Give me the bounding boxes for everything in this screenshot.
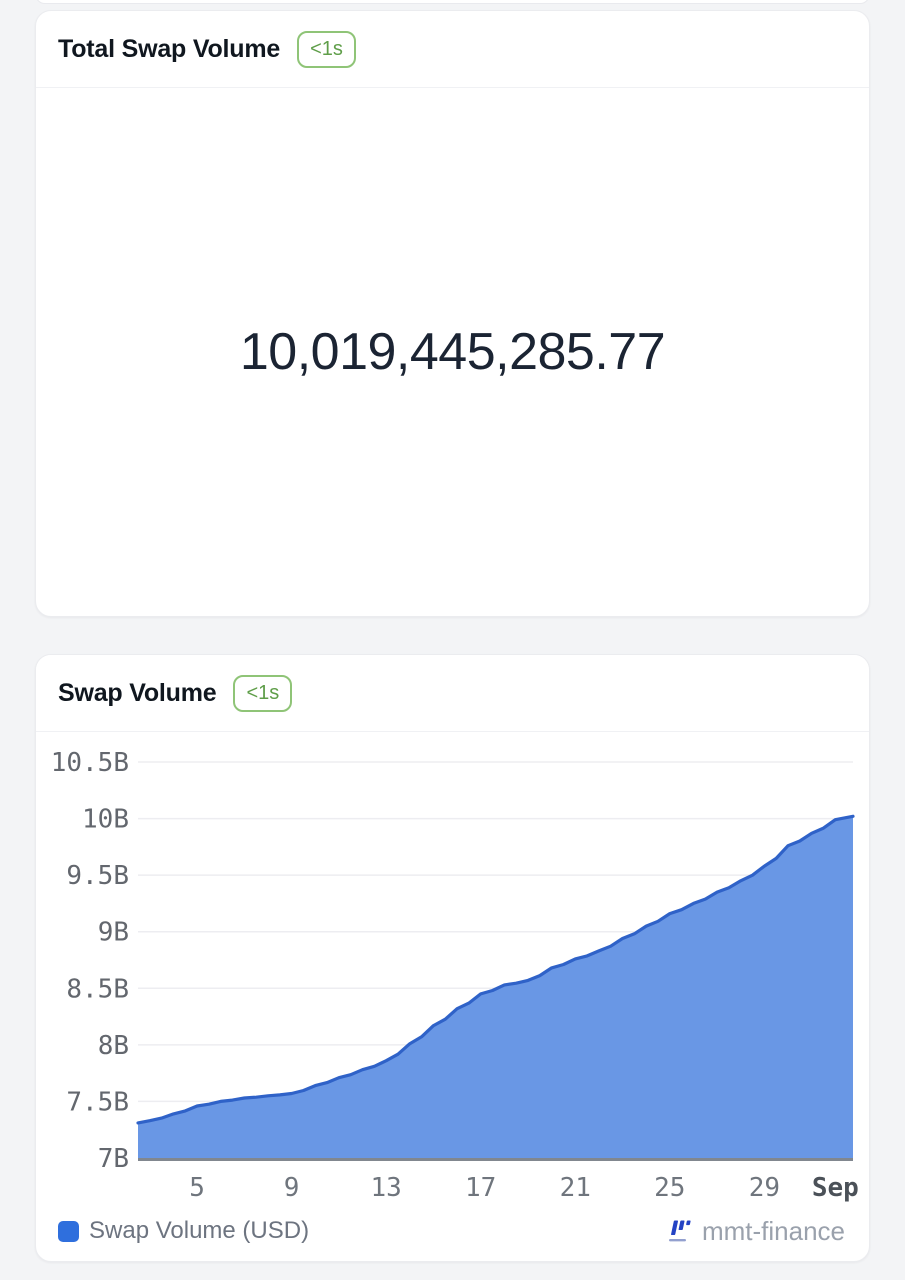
svg-text:10.5B: 10.5B (51, 748, 129, 778)
card-title: Swap Volume (58, 678, 217, 707)
legend-item-swap-volume[interactable]: Swap Volume (USD) (58, 1217, 309, 1245)
svg-text:8.5B: 8.5B (66, 974, 129, 1004)
stat-body: 10,019,445,285.77 (36, 88, 869, 616)
total-swap-volume-value: 10,019,445,285.77 (239, 323, 666, 381)
query-time-badge: <1s (233, 674, 293, 712)
svg-text:17: 17 (465, 1173, 496, 1203)
query-time-badge: <1s (297, 30, 356, 68)
branding-link[interactable]: mmt-finance (666, 1216, 845, 1247)
svg-text:21: 21 (560, 1173, 591, 1203)
swap-volume-area-chart[interactable]: 7B 7.5B 8B 8.5B 9B 9.5B 10B 10.5B 5 9 13 17 21 25 29 Se… (36, 655, 870, 1262)
svg-text:Sep: Sep (812, 1173, 859, 1203)
svg-text:5: 5 (189, 1173, 205, 1203)
card-title: Total Swap Volume (58, 34, 281, 63)
chart-footer: Swap Volume (USD) mmt-finance (58, 1209, 845, 1253)
svg-text:7B: 7B (98, 1144, 129, 1174)
svg-text:9.5B: 9.5B (66, 861, 129, 891)
svg-text:9B: 9B (98, 918, 129, 948)
branding-label: mmt-finance (701, 1215, 845, 1246)
svg-text:25: 25 (654, 1173, 685, 1203)
svg-text:7.5B: 7.5B (66, 1087, 129, 1117)
momentum-logo (668, 1220, 691, 1241)
legend-label: Swap Volume (USD) (89, 1217, 310, 1244)
card-header: Swap Volume <1s (36, 655, 869, 732)
legend-swatch (58, 1220, 79, 1242)
svg-text:8B: 8B (98, 1031, 129, 1061)
svg-text:9: 9 (284, 1173, 300, 1203)
svg-text:29: 29 (749, 1173, 780, 1203)
card-header: Total Swap Volume <1s (36, 11, 869, 88)
swap-volume-chart-card: 7B 7.5B 8B 8.5B 9B 9.5B 10B 10.5B 5 9 13 17 21 25 29 Se… (35, 654, 870, 1262)
svg-text:13: 13 (371, 1173, 402, 1203)
svg-text:10B: 10B (82, 805, 129, 835)
previous-card-bottom-edge (35, 0, 870, 4)
total-swap-volume-card: Total Swap Volume <1s 10,019,445,285.77 (35, 10, 870, 617)
